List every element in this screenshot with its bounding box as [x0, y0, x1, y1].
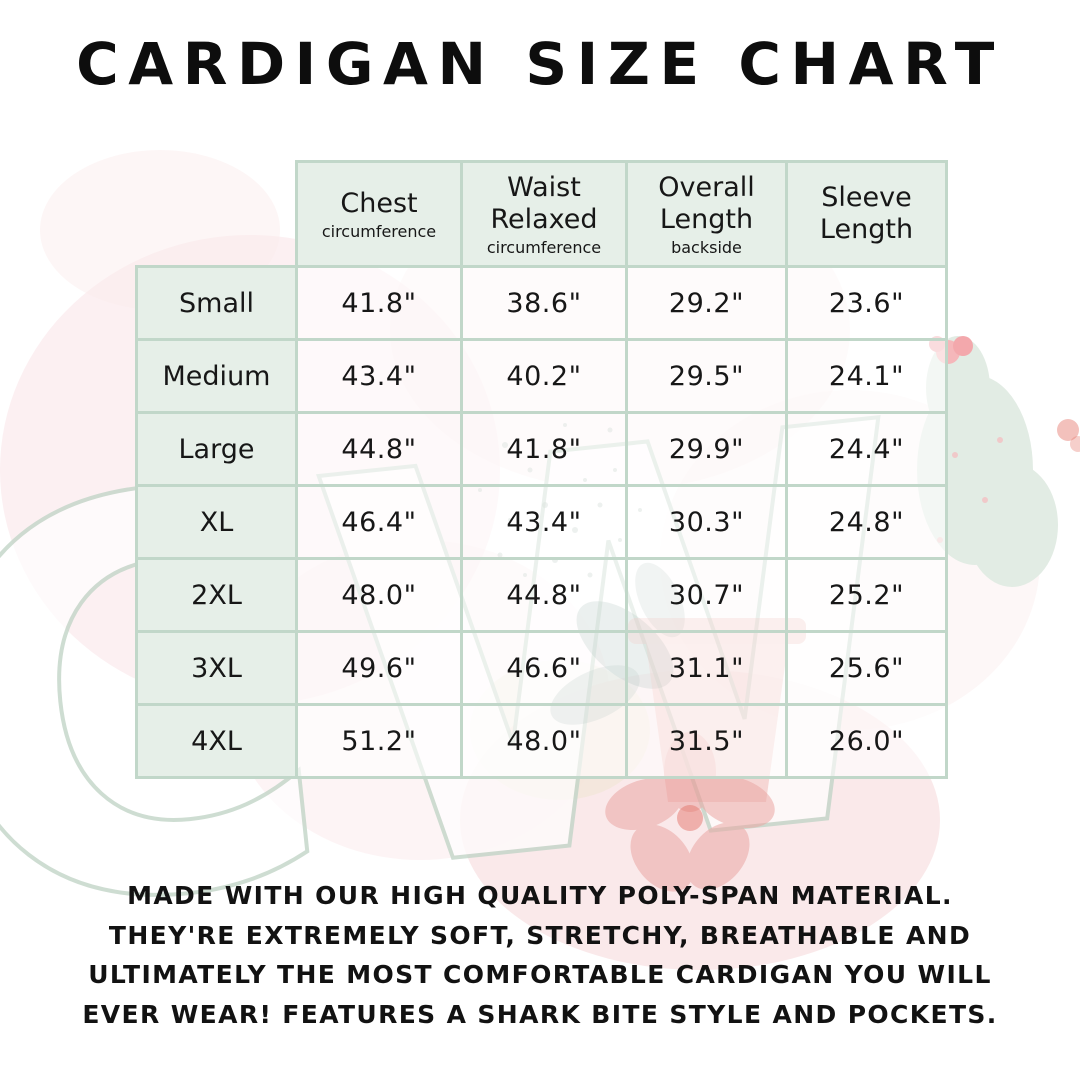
measurement-cell: 31.1" [625, 630, 788, 706]
measurement-cell: 23.6" [785, 265, 948, 341]
measurement-cell: 48.0" [460, 703, 628, 779]
size-row: Small 41.8" 38.6" 29.2" 23.6" [135, 265, 948, 341]
measurement-cell: 46.4" [295, 484, 463, 560]
column-label: Sleeve Length [819, 182, 914, 245]
measurement-cell: 31.5" [625, 703, 788, 779]
measurement-cell: 26.0" [785, 703, 948, 779]
size-label-cell: Small [135, 265, 298, 341]
header-row: Chest circumference Waist Relaxed circum… [137, 160, 948, 268]
measurement-cell: 44.8" [460, 557, 628, 633]
measurement-cell: 30.3" [625, 484, 788, 560]
size-row: Medium 43.4" 40.2" 29.5" 24.1" [135, 338, 948, 414]
measurement-cell: 25.6" [785, 630, 948, 706]
measurement-cell: 24.8" [785, 484, 948, 560]
measurement-cell: 29.5" [625, 338, 788, 414]
page-title: CARDIGAN SIZE CHART [76, 30, 1004, 98]
column-label: Chest [340, 187, 418, 219]
size-label-cell: 2XL [135, 557, 298, 633]
column-header-chest: Chest circumference [295, 160, 463, 268]
column-label: Overall Length [658, 171, 755, 235]
size-label-cell: 4XL [135, 703, 298, 779]
size-label-cell: Large [135, 411, 298, 487]
measurement-cell: 30.7" [625, 557, 788, 633]
column-label: Waist Relaxed [490, 171, 598, 235]
column-header-sleeve-length: Sleeve Length [785, 160, 948, 268]
measurement-cell: 29.2" [625, 265, 788, 341]
measurement-cell: 43.4" [295, 338, 463, 414]
measurement-cell: 41.8" [460, 411, 628, 487]
column-sublabel: circumference [486, 237, 602, 257]
measurement-cell: 29.9" [625, 411, 788, 487]
size-chart-table: Chest circumference Waist Relaxed circum… [135, 160, 948, 779]
size-row: 2XL 48.0" 44.8" 30.7" 25.2" [135, 557, 948, 633]
column-header-waist: Waist Relaxed circumference [460, 160, 628, 268]
measurement-cell: 46.6" [460, 630, 628, 706]
column-sublabel: circumference [321, 221, 437, 241]
measurement-cell: 38.6" [460, 265, 628, 341]
column-header-overall-length: Overall Length backside [625, 160, 788, 268]
measurement-cell: 25.2" [785, 557, 948, 633]
empty-corner-cell [137, 162, 297, 267]
measurement-cell: 44.8" [295, 411, 463, 487]
product-description: MADE WITH OUR HIGH QUALITY POLY-SPAN MAT… [82, 881, 998, 1029]
size-row: 3XL 49.6" 46.6" 31.1" 25.6" [135, 630, 948, 706]
measurement-cell: 24.1" [785, 338, 948, 414]
measurement-cell: 51.2" [295, 703, 463, 779]
measurement-cell: 49.6" [295, 630, 463, 706]
size-row: XL 46.4" 43.4" 30.3" 24.8" [135, 484, 948, 560]
measurement-cell: 48.0" [295, 557, 463, 633]
size-row: Large 44.8" 41.8" 29.9" 24.4" [135, 411, 948, 487]
column-sublabel: backside [671, 237, 742, 257]
measurement-cell: 40.2" [460, 338, 628, 414]
size-label-cell: Medium [135, 338, 298, 414]
measurement-cell: 24.4" [785, 411, 948, 487]
size-label-cell: 3XL [135, 630, 298, 706]
measurement-cell: 43.4" [460, 484, 628, 560]
size-label-cell: XL [135, 484, 298, 560]
measurement-cell: 41.8" [295, 265, 463, 341]
size-row: 4XL 51.2" 48.0" 31.5" 26.0" [135, 703, 948, 779]
